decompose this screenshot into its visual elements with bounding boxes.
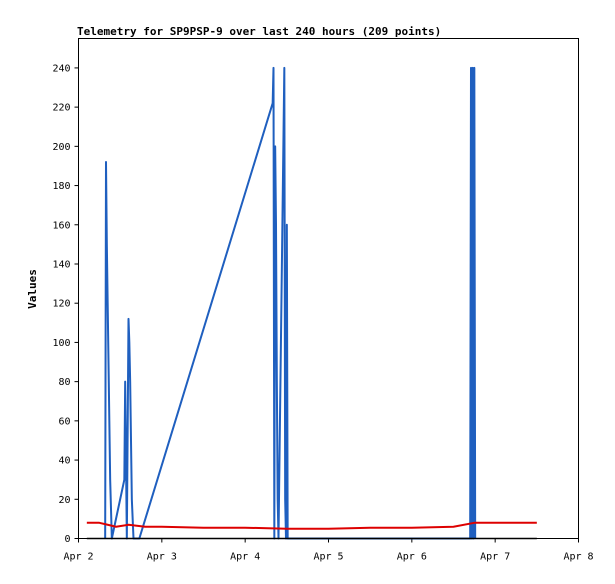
y-tick-label: 0: [64, 534, 70, 545]
y-tick-label: 180: [52, 181, 70, 192]
x-tick-label: Apr 3: [147, 552, 177, 563]
y-axis-label: Values: [26, 269, 39, 309]
y-tick-label: 20: [58, 495, 70, 506]
chart-title: Telemetry for SP9PSP-9 over last 240 hou…: [77, 25, 441, 38]
y-tick-label: 140: [52, 259, 70, 270]
x-axis: Apr 2 Apr 3 Apr 4 Apr 5 Apr 6 Apr 7 Apr 8: [63, 538, 594, 563]
plot-area-frame: [78, 38, 579, 539]
y-tick-label: 200: [52, 142, 70, 153]
series-layer: [86, 66, 537, 540]
x-tick-label: Apr 8: [563, 552, 593, 563]
y-tick-label: 160: [52, 220, 70, 231]
series-line-1: [104, 66, 477, 540]
x-tick-label: Apr 7: [480, 552, 510, 563]
y-tick-label: 120: [52, 299, 70, 310]
x-tick-label: Apr 5: [313, 552, 343, 563]
x-tick-label: Apr 6: [397, 552, 427, 563]
y-tick-label: 40: [58, 456, 70, 467]
y-axis: 0 20 40 60 80 100 120 140 160 180 200 220 240: [52, 63, 79, 545]
y-tick-label: 240: [52, 63, 70, 74]
y-tick-label: 80: [58, 377, 70, 388]
y-tick-label: 100: [52, 338, 70, 349]
y-tick-label: 220: [52, 103, 70, 114]
series-line-2: [86, 521, 537, 530]
y-tick-label: 60: [58, 416, 70, 427]
x-tick-label: Apr 2: [63, 552, 93, 563]
x-tick-label: Apr 4: [230, 552, 260, 563]
